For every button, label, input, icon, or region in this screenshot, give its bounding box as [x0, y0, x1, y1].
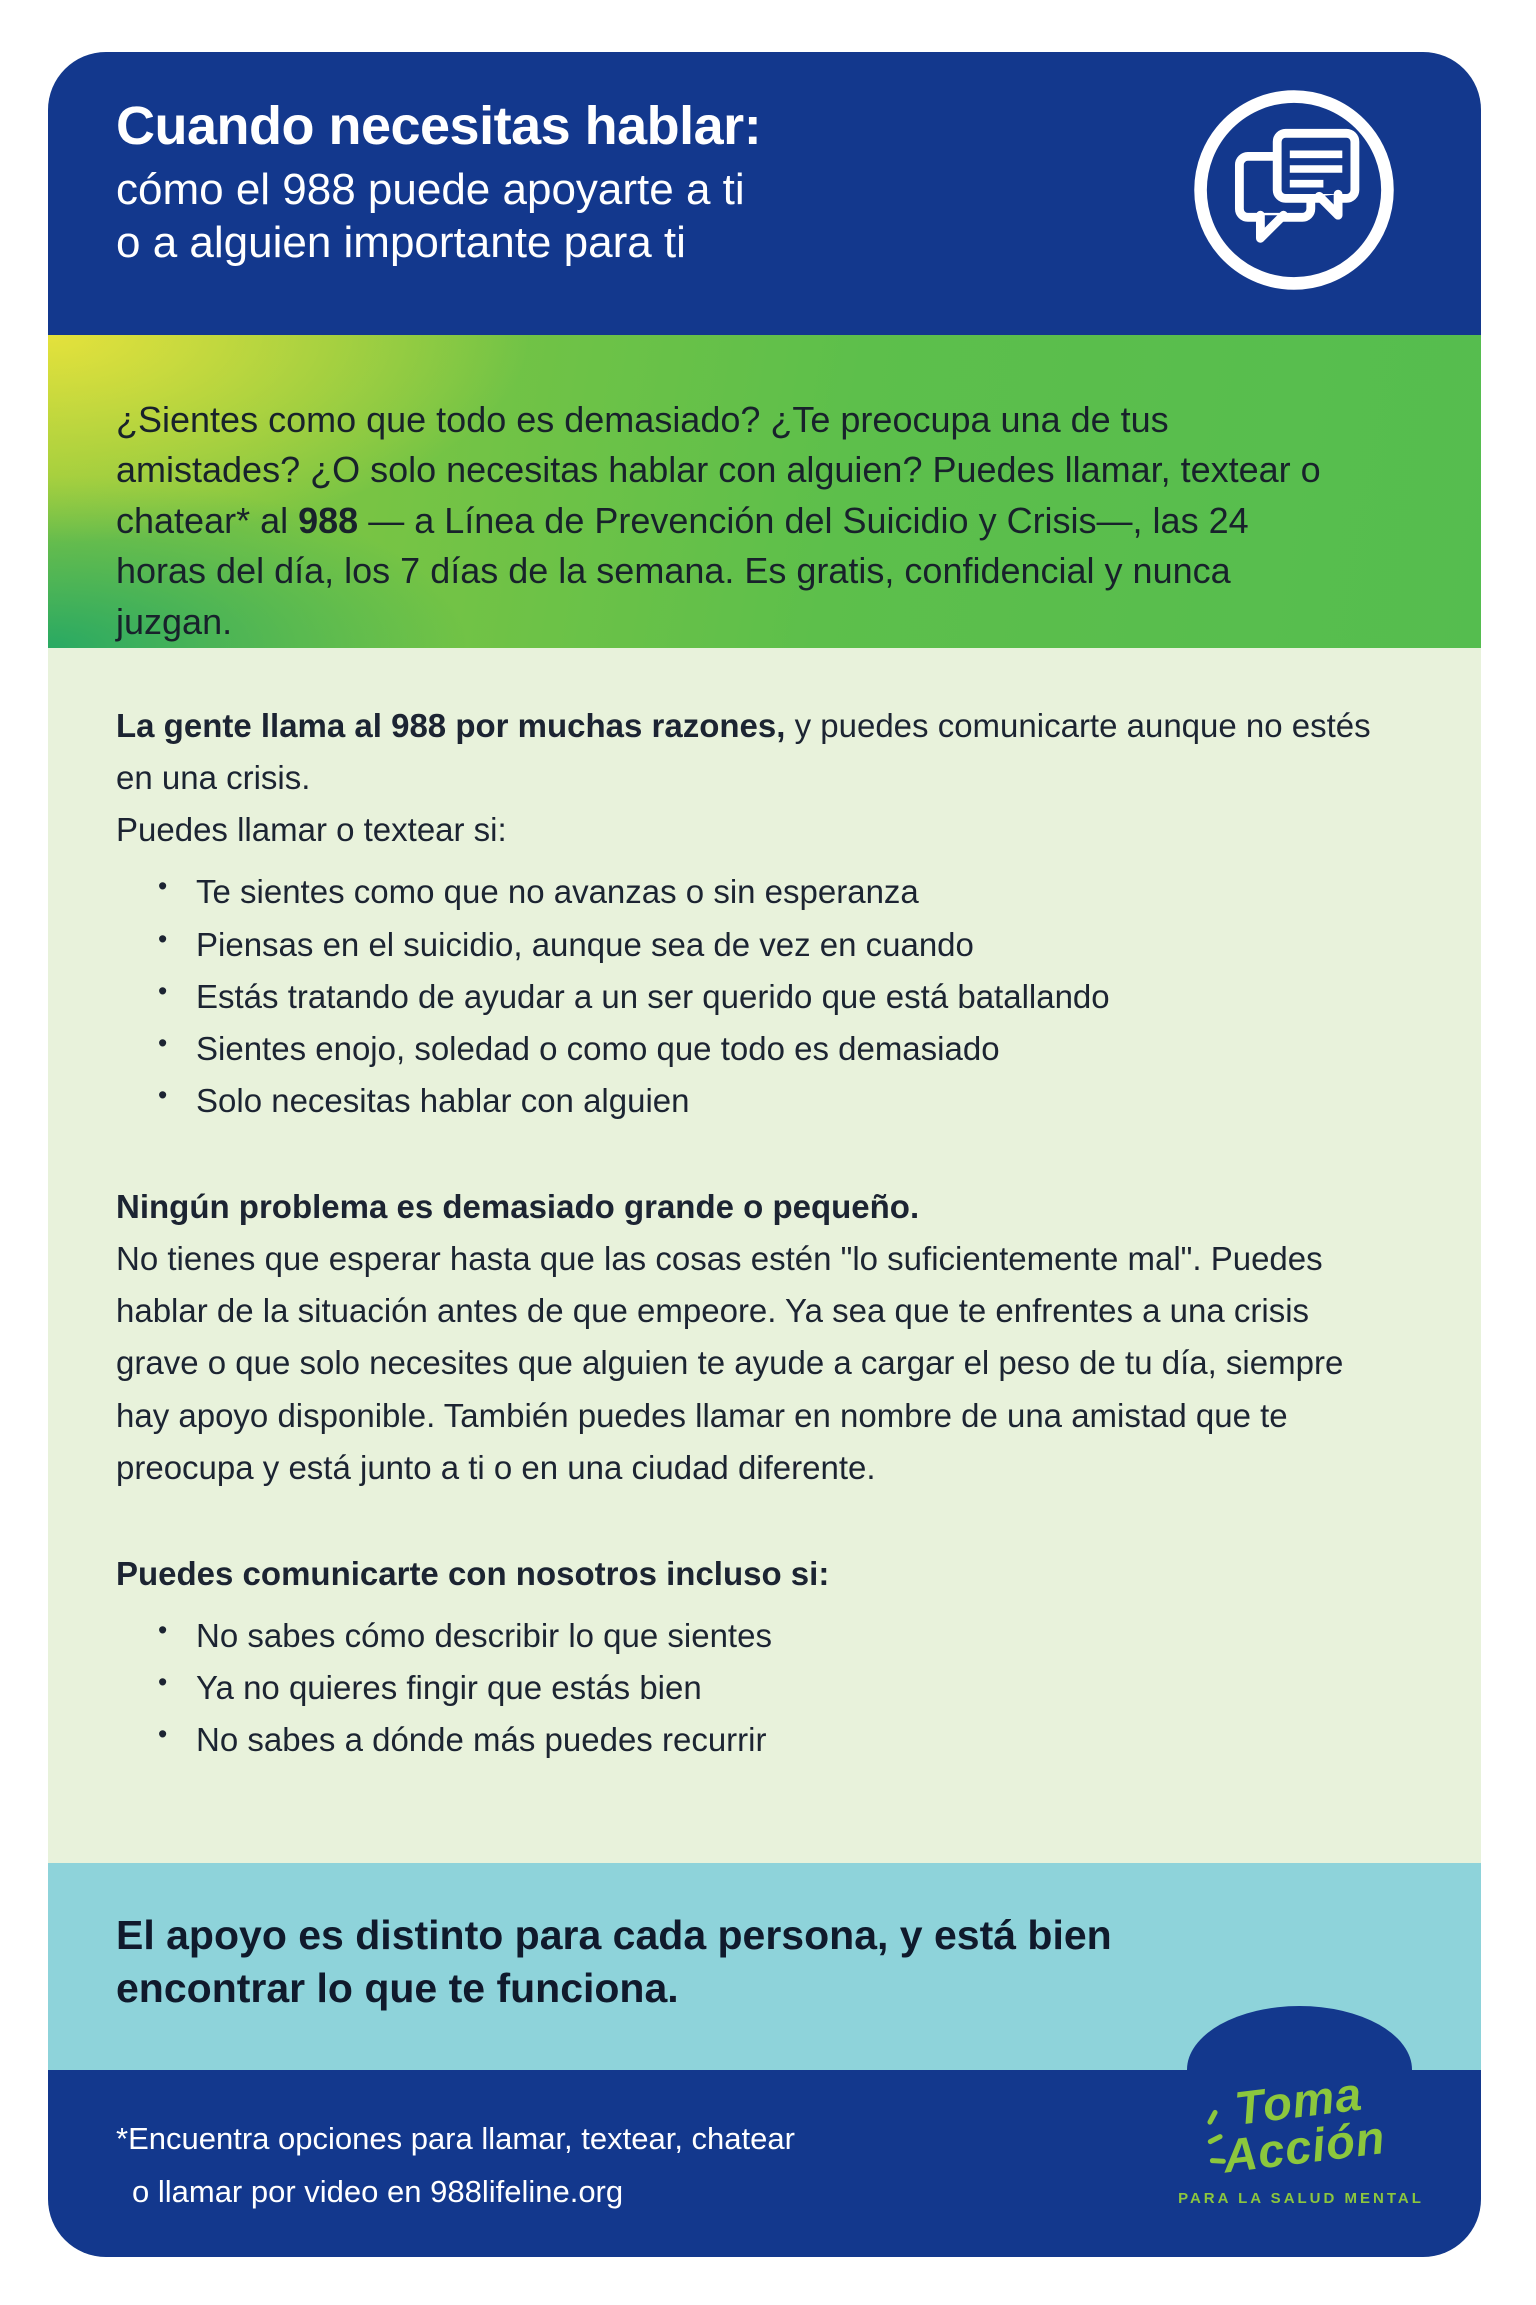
no-problem-body: No tienes que esperar hasta que las cosa…: [116, 1240, 1344, 1486]
logo-rays-icon: [1194, 2108, 1226, 2176]
footnote-line-1: *Encuentra opciones para llamar, textear…: [116, 2121, 795, 2156]
reasons-lead-bold: La gente llama al 988 por muchas razones…: [116, 707, 786, 744]
list-item: Piensas en el suicidio, aunque sea de ve…: [152, 919, 1371, 971]
intro-988-number: 988: [298, 499, 359, 541]
toma-accion-logo: Toma Acción PARA LA SALUD MENTAL: [1161, 2067, 1441, 2207]
list-item: Sientes enojo, soledad o como que todo e…: [152, 1023, 1371, 1075]
footnote-line-2: o llamar por video en 988lifeline.org: [132, 2174, 624, 2210]
intro-text-after: — a Línea de Prevención del Suicidio y C…: [116, 499, 1249, 642]
list-item: Ya no quieres fingir que estás bien: [152, 1662, 1371, 1714]
chat-bubbles-icon: [1189, 85, 1399, 295]
list-item: Estás tratando de ayudar a un ser querid…: [152, 971, 1371, 1023]
list-item: No sabes a dónde más puedes recurrir: [152, 1714, 1371, 1766]
reasons-lead: La gente llama al 988 por muchas razones…: [116, 700, 1371, 856]
reach-out-list: No sabes cómo describir lo que sientes Y…: [116, 1610, 1371, 1766]
header: Cuando necesitas hablar: cómo el 988 pue…: [48, 52, 1481, 335]
body-section: La gente llama al 988 por muchas razones…: [48, 648, 1481, 1863]
subtitle-line-1: cómo el 988 puede apoyarte a ti: [116, 164, 745, 214]
logo-script: Toma Acción: [1206, 2067, 1388, 2183]
intro-text: ¿Sientes como que todo es demasiado? ¿Te…: [116, 399, 1321, 541]
list-item: Te sientes como que no avanzas o sin esp…: [152, 866, 1371, 918]
page-subtitle: cómo el 988 puede apoyarte a ti o a algu…: [116, 163, 1481, 270]
callout-line-1: El apoyo es distinto para cada persona, …: [116, 1912, 1112, 1958]
footer: *Encuentra opciones para llamar, textear…: [48, 2070, 1481, 2257]
list-item: No sabes cómo describir lo que sientes: [152, 1610, 1371, 1662]
no-problem-heading: Ningún problema es demasiado grande o pe…: [116, 1188, 920, 1225]
reasons-lead-rest: y puedes comunicarte aunque no estés en …: [116, 707, 1371, 797]
logo-tagline: PARA LA SALUD MENTAL: [1178, 2190, 1424, 2207]
callout-line-2: encontrar lo que te funciona.: [116, 1965, 679, 2012]
intro-section: ¿Sientes como que todo es demasiado? ¿Te…: [48, 335, 1481, 648]
reasons-prompt: Puedes llamar o textear si:: [116, 811, 507, 849]
reasons-list: Te sientes como que no avanzas o sin esp…: [116, 866, 1371, 1127]
flyer-card: Cuando necesitas hablar: cómo el 988 pue…: [48, 52, 1481, 2257]
page-title: Cuando necesitas hablar:: [116, 96, 762, 156]
list-item: Solo necesitas hablar con alguien: [152, 1075, 1371, 1127]
reach-out-heading: Puedes comunicarte con nosotros incluso …: [116, 1554, 830, 1592]
subtitle-line-2: o a alguien importante para ti: [116, 218, 686, 268]
